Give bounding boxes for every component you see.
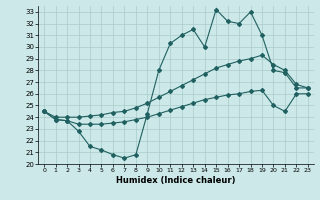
X-axis label: Humidex (Indice chaleur): Humidex (Indice chaleur) (116, 176, 236, 185)
